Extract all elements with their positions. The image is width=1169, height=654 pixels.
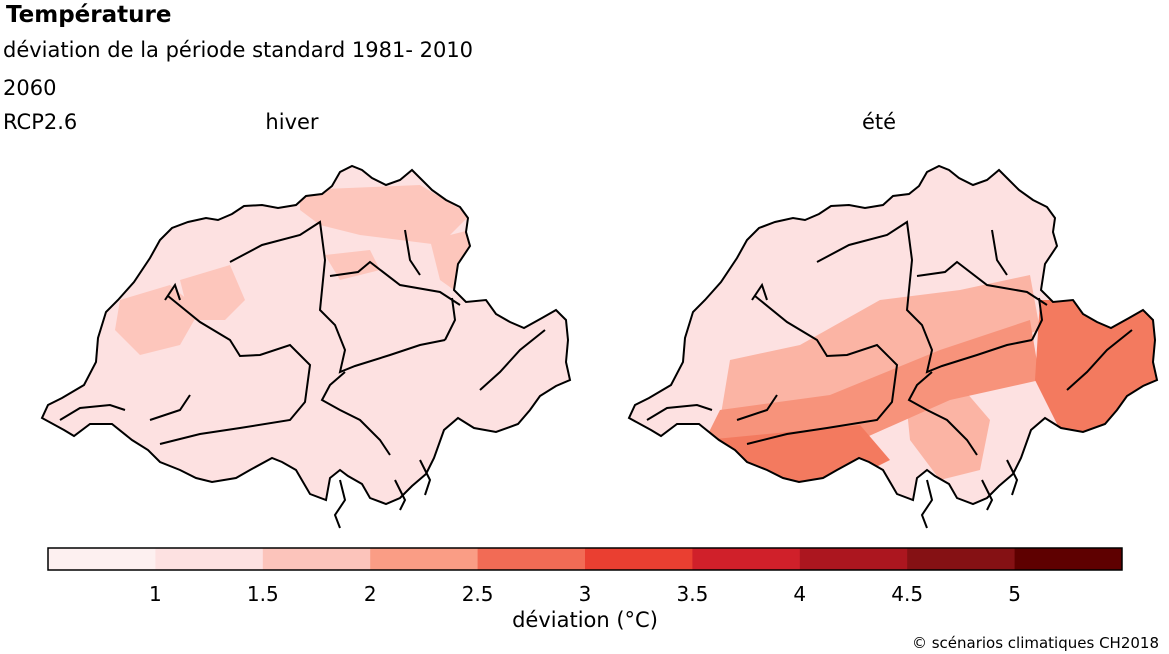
- period-label: 2060: [3, 76, 57, 100]
- panel-label-winter: hiver: [265, 110, 319, 134]
- winter-region-northeast: [300, 185, 470, 245]
- colorbar-tick: 5: [1008, 582, 1021, 606]
- colorbar-segment: [1014, 548, 1123, 570]
- colorbar-tick: 3: [578, 582, 592, 606]
- colorbar-tick: 2: [363, 582, 377, 606]
- canton-lines-winter: [59, 220, 546, 529]
- colorbar: [48, 548, 1123, 570]
- colorbar-segment: [692, 548, 801, 570]
- colorbar-segment: [155, 548, 264, 570]
- colorbar-segment: [48, 548, 156, 570]
- colorbar-title: déviation (°C): [512, 608, 658, 632]
- colorbar-segment: [370, 548, 479, 570]
- colorbar-tick: 1.5: [246, 582, 279, 606]
- panel-label-summer: été: [861, 110, 897, 134]
- winter-region-west-lakes: [115, 285, 200, 355]
- colorbar-segment: [262, 548, 371, 570]
- colorbar-segment: [799, 548, 908, 570]
- winter-region-central: [325, 250, 380, 280]
- canton-lines-summer: [646, 220, 1133, 529]
- map-title: Température: [6, 2, 172, 28]
- colorbar-tick: 4.5: [891, 582, 924, 606]
- map-subtitle: déviation de la période standard 1981- 2…: [3, 38, 474, 62]
- winter-region-plateau: [180, 265, 245, 320]
- colorbar-tick: 1: [149, 582, 162, 606]
- colorbar-segment: [907, 548, 1016, 570]
- colorbar-segment: [477, 548, 586, 570]
- colorbar-tick: 2.5: [461, 582, 494, 606]
- colorbar-tick: 4: [793, 582, 807, 606]
- colorbar-segment: [585, 548, 693, 570]
- colorbar-frame: [47, 547, 1123, 571]
- scenario-label: RCP2.6: [3, 110, 78, 134]
- map-winter: [41, 165, 571, 529]
- map-summer: [628, 165, 1158, 529]
- colorbar-tick: 3.5: [676, 582, 709, 606]
- copyright-credit: © scénarios climatiques CH2018: [911, 634, 1159, 652]
